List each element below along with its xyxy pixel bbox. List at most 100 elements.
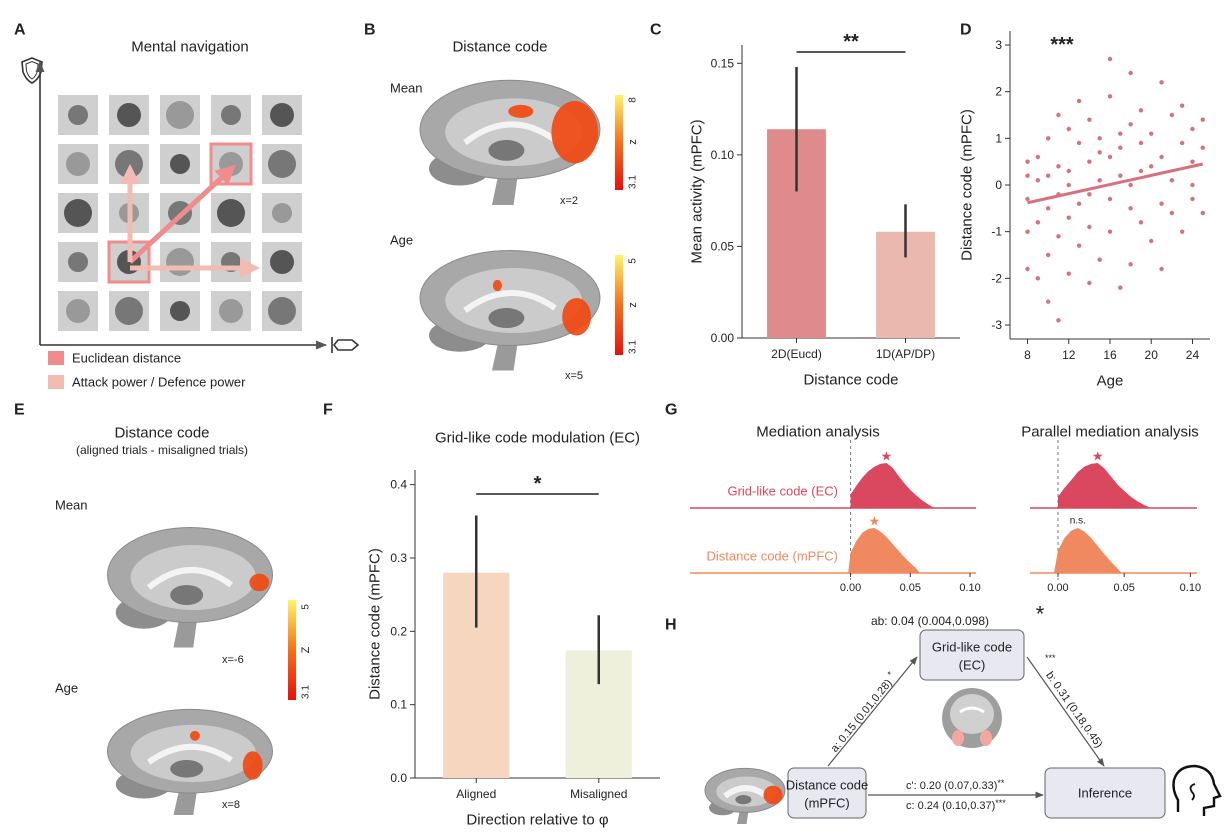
series-label: Grid-like code (EC) (727, 484, 838, 499)
x-tick-label: 0.00 (1047, 582, 1068, 594)
node-box (1044, 767, 1166, 819)
point (1169, 178, 1175, 183)
point (1149, 164, 1154, 169)
colorbar-label: Z (300, 646, 312, 653)
node-label: (mPFC) (804, 796, 850, 811)
x-axis-label: Direction relative to φ (466, 812, 609, 829)
brain (716, 776, 777, 807)
brain (463, 121, 557, 145)
legend-swatch (48, 351, 64, 365)
brain (130, 545, 256, 610)
point (1066, 215, 1071, 220)
subtitle: (aligned trials - misaligned trials) (76, 443, 248, 457)
point (1138, 220, 1144, 225)
point (1179, 140, 1185, 146)
point (1159, 201, 1164, 206)
point (1045, 206, 1051, 211)
panel-b: B Distance code Mean x=2 8 z 3.1 Age x=5… (364, 22, 639, 383)
point (1169, 112, 1175, 118)
point (1128, 182, 1133, 188)
point (1190, 182, 1195, 188)
tile-object (219, 299, 243, 323)
x-axis-label: Distance code (803, 372, 898, 389)
point (1025, 159, 1030, 164)
point (1107, 154, 1113, 160)
brain (488, 140, 525, 161)
annotation: n.s. (1070, 516, 1086, 527)
y-tick-label: 0.4 (390, 478, 407, 492)
point (1066, 182, 1071, 188)
activation (551, 101, 599, 164)
title: Distance code (114, 425, 209, 442)
point (1087, 117, 1092, 122)
tile-object (68, 105, 88, 125)
point (1035, 154, 1041, 160)
point (1097, 257, 1102, 262)
slice-label: x=8 (222, 799, 240, 811)
y-tick-label: -3 (991, 318, 1002, 332)
panel-label: C (650, 22, 662, 39)
point (1107, 94, 1113, 99)
activation (508, 104, 534, 118)
point (1097, 178, 1102, 183)
y-axis-label: Distance code (mPFC) (959, 109, 976, 261)
point (1149, 238, 1154, 244)
subplot-title: Mediation analysis (756, 424, 879, 441)
coronal-brain (942, 688, 1002, 748)
point (1200, 117, 1205, 122)
point (1107, 56, 1113, 62)
point (1097, 150, 1102, 155)
tile-object (270, 250, 294, 274)
y-tick-label: 0.0 (390, 771, 407, 785)
tile-object (221, 105, 241, 125)
annotation: ★ (1092, 449, 1104, 464)
node-box (919, 629, 1025, 681)
node-label: Inference (1078, 786, 1132, 801)
y-tick-label: 0 (995, 178, 1002, 192)
point (1076, 140, 1082, 146)
x-tick-label: 0.05 (1113, 582, 1134, 594)
point (1025, 229, 1030, 234)
panel-e: E Distance code (aligned trials - misali… (14, 402, 312, 812)
x-tick-label: 20 (1145, 348, 1159, 362)
fit-line (1027, 162, 1204, 205)
point (1056, 234, 1061, 239)
brain-slice (419, 250, 601, 371)
stimulus-grid (58, 95, 302, 331)
indirect-effect: ab: 0.04 (0.004,0.098) (871, 614, 989, 628)
point (1087, 192, 1092, 197)
node-label: (EC) (959, 658, 986, 673)
point (1087, 159, 1092, 164)
point (1138, 140, 1144, 146)
point (1076, 243, 1082, 248)
panel-h: H ab: 0.04 (0.004,0.098) * a: 0.15 (0.01… (665, 602, 1222, 819)
x-tick-label: 2D(Eucd) (771, 347, 822, 361)
x-tick-label: 0.05 (900, 582, 921, 594)
path-label: a: 0.15 (0.01,0.28)* (826, 669, 899, 755)
title: Distance code (452, 39, 547, 56)
brain-slice (704, 767, 786, 824)
point (1200, 145, 1205, 150)
y-tick-label: 0.15 (711, 56, 735, 70)
shield-icon (25, 60, 39, 80)
y-tick-label: 0.1 (390, 698, 407, 712)
panel-label: E (14, 402, 25, 419)
activation (492, 279, 502, 292)
path-label: b: 0.31 (0.18,0.45) (1043, 670, 1104, 751)
tile-object (66, 299, 90, 323)
slice-label: x=-6 (222, 654, 244, 666)
tile-object (268, 150, 296, 178)
colorbar (615, 95, 623, 190)
point (1025, 196, 1030, 202)
brain (735, 795, 752, 805)
y-axis-label: Distance code (mPFC) (367, 548, 384, 700)
map-name: Mean (390, 81, 423, 96)
point (1045, 173, 1051, 178)
point (1138, 108, 1144, 113)
brain (170, 760, 204, 778)
significance: * (1036, 602, 1045, 627)
point (1097, 136, 1102, 141)
slice-label: x=2 (560, 195, 578, 207)
panel-label: A (14, 22, 26, 39)
colorbar-min: 3.1 (301, 685, 312, 699)
